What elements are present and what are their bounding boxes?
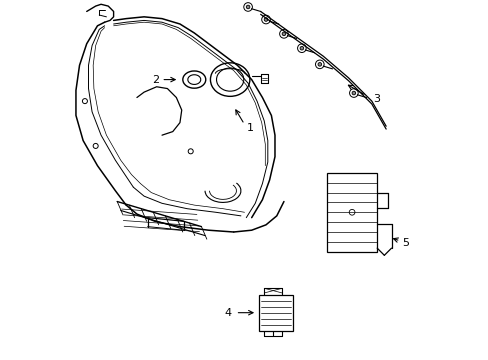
Text: 4: 4 — [224, 308, 231, 318]
Circle shape — [317, 63, 321, 66]
Bar — [258, 295, 292, 330]
Text: 3: 3 — [373, 94, 380, 104]
Circle shape — [246, 5, 249, 9]
Bar — [326, 173, 376, 252]
Circle shape — [351, 91, 355, 95]
Circle shape — [300, 46, 303, 50]
Text: 1: 1 — [246, 123, 253, 133]
Circle shape — [282, 32, 285, 36]
Text: 2: 2 — [152, 75, 159, 85]
Circle shape — [264, 18, 267, 21]
Text: 5: 5 — [402, 238, 408, 248]
